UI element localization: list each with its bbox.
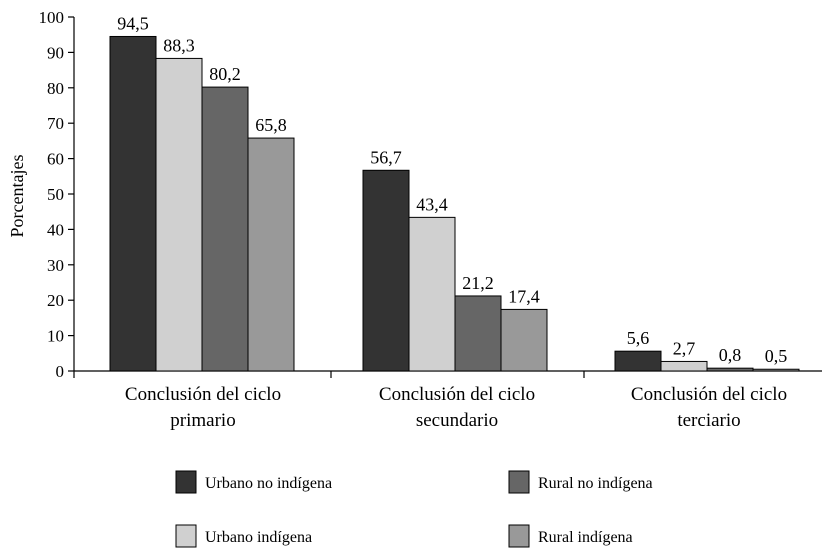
y-tick-label: 70 <box>47 114 64 133</box>
legend-swatch <box>508 524 530 548</box>
data-label: 0,5 <box>765 346 788 366</box>
legend-label: Rural no indígena <box>538 475 653 492</box>
bar <box>706 367 754 372</box>
data-label: 5,6 <box>627 328 650 348</box>
data-label: 2,7 <box>673 338 696 358</box>
y-tick-label: 80 <box>47 79 64 98</box>
legend-swatch <box>175 524 197 548</box>
y-tick-label: 90 <box>47 43 64 62</box>
legend-label: Urbano indígena <box>205 529 312 546</box>
bar <box>500 308 548 372</box>
data-label: 17,4 <box>508 286 540 306</box>
category-label: primario <box>170 410 235 431</box>
data-label: 80,2 <box>209 64 241 84</box>
y-tick-label: 50 <box>47 185 64 204</box>
legend-label: Urbano no indígena <box>205 475 332 492</box>
data-label: 43,4 <box>416 194 448 214</box>
bar <box>660 360 708 372</box>
category-label: secundario <box>416 410 498 431</box>
y-tick-label: 40 <box>47 220 64 239</box>
category-label: Conclusión del ciclo <box>631 384 787 405</box>
bar <box>454 295 502 372</box>
data-label: 94,5 <box>117 13 149 33</box>
data-label: 65,8 <box>255 115 287 135</box>
x-axis-categories: Conclusión del ciclo primario Conclusión d… <box>125 384 787 431</box>
legend-swatch <box>175 470 197 494</box>
legend: Urbano no indígena Urbano indígena Rural n… <box>175 470 653 548</box>
y-tick-label: 0 <box>56 362 65 381</box>
bar <box>109 35 157 372</box>
legend-label: Rural indígena <box>538 529 633 546</box>
category-label: Conclusión del ciclo <box>125 384 281 405</box>
bar <box>201 86 249 372</box>
legend-swatch <box>508 470 530 494</box>
bars <box>109 35 800 372</box>
y-tick-label: 60 <box>47 150 64 169</box>
bar <box>752 368 800 372</box>
bar <box>408 216 456 372</box>
data-label: 56,7 <box>370 147 402 167</box>
y-axis: 0 10 20 30 40 50 60 70 80 90 100 <box>39 8 822 381</box>
y-tick-label: 100 <box>39 8 65 27</box>
data-label: 88,3 <box>163 35 195 55</box>
bar <box>614 350 662 372</box>
category-label: terciario <box>677 410 740 431</box>
y-tick-label: 20 <box>47 291 64 310</box>
data-label: 21,2 <box>462 273 494 293</box>
y-tick-label: 10 <box>47 327 64 346</box>
bar <box>247 137 295 372</box>
bar <box>155 57 203 372</box>
y-tick-label: 30 <box>47 256 64 275</box>
category-label: Conclusión del ciclo <box>379 384 535 405</box>
bar <box>362 169 410 372</box>
y-axis-title: Porcentajes <box>7 155 27 238</box>
data-label: 0,8 <box>719 345 742 365</box>
data-labels: 94,5 88,3 80,2 65,8 56,7 43,4 21,2 17,4 5,6 2,7 0,… <box>117 13 787 366</box>
